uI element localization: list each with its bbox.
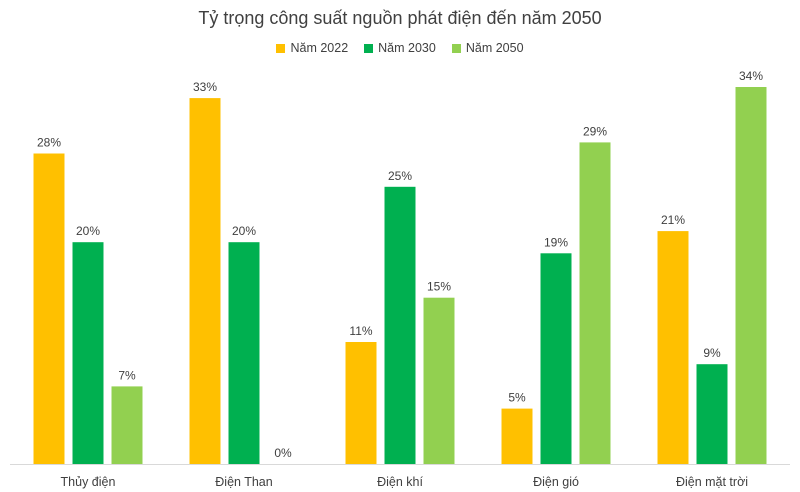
category-label: Điện Than: [215, 475, 272, 489]
data-label: 28%: [37, 136, 61, 150]
data-label: 21%: [661, 213, 685, 227]
legend-swatch-2030: [364, 43, 374, 53]
bar: [33, 153, 65, 464]
legend-label-2030: Năm 2030: [378, 41, 436, 55]
bar: [501, 408, 533, 464]
data-label: 15%: [427, 280, 451, 294]
category-label: Điện khí: [377, 475, 423, 489]
bar: [189, 98, 221, 464]
bar: [72, 242, 104, 464]
legend-swatch-2022: [276, 43, 286, 53]
bar: [657, 231, 689, 464]
bar: [423, 297, 455, 464]
bar: [540, 253, 572, 464]
data-label: 29%: [583, 124, 607, 138]
category-label: Thủy điện: [61, 475, 116, 489]
legend-item-2022: Năm 2022: [276, 41, 348, 55]
data-label: 5%: [508, 391, 526, 405]
data-label: 33%: [193, 80, 217, 94]
data-label: 11%: [349, 324, 372, 338]
data-label: 20%: [232, 224, 256, 238]
data-label: 9%: [703, 346, 721, 360]
bar: [696, 364, 728, 464]
data-label: 34%: [739, 69, 763, 83]
data-label: 25%: [388, 169, 412, 183]
data-label: 7%: [118, 368, 136, 382]
legend-label-2022: Năm 2022: [290, 41, 349, 55]
chart-title: Tỷ trọng công suất nguồn phát điện đến n…: [198, 8, 602, 28]
data-label: 0%: [274, 446, 292, 460]
category-label: Điện gió: [533, 475, 579, 489]
legend-swatch-2050: [451, 43, 461, 53]
bar: [384, 186, 416, 465]
bar: [735, 87, 767, 464]
bar: [579, 142, 611, 464]
legend-item-2030: Năm 2030: [364, 41, 436, 55]
category-label: Điện mặt trời: [676, 475, 748, 489]
legend-label-2050: Năm 2050: [465, 41, 524, 55]
data-label: 20%: [76, 224, 100, 238]
bar: [111, 386, 143, 464]
data-label: 19%: [544, 235, 568, 249]
bar: [228, 242, 260, 464]
bar: [345, 342, 377, 464]
legend-item-2050: Năm 2050: [451, 41, 524, 55]
legend: Năm 2022 Năm 2030 Năm 2050: [0, 41, 800, 55]
